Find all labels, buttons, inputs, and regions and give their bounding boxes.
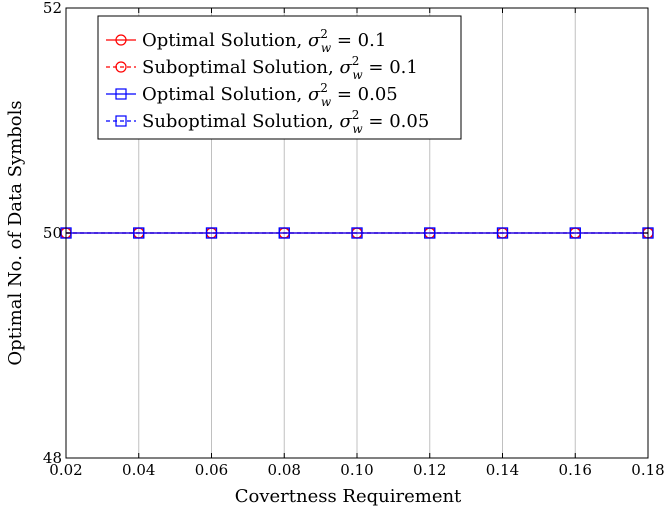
data-point: [569, 227, 581, 239]
data-point: [278, 227, 290, 239]
tick-layer: 0.02 0.04 0.06 0.08 0.10 0.12 0.14 0.16 0.18 48 50…: [43, 0, 665, 479]
legend-marker: [115, 88, 127, 100]
x-tick-label: 0.10: [340, 461, 373, 479]
data-point: [351, 227, 363, 239]
y-axis-label: Optimal No. of Data Symbols: [5, 100, 26, 365]
x-tick-label: 0.18: [631, 461, 664, 479]
legend-label: Suboptimal Solution, σ2 w = 0.1: [142, 54, 418, 82]
x-tick-label: 0.02: [49, 461, 82, 479]
legend-entry: Suboptimal Solution, σ2 w = 0.05: [106, 108, 429, 136]
x-tick-label: 0.08: [268, 461, 301, 479]
x-axis-label: Covertness Requirement: [235, 486, 462, 507]
legend-label: Optimal Solution, σ2 w = 0.1: [142, 27, 386, 55]
legend-entry: Optimal Solution, σ2 w = 0.1: [106, 27, 386, 55]
legend-marker: [115, 61, 127, 73]
legend-label: Optimal Solution, σ2 w = 0.05: [142, 81, 398, 109]
legend-entry: Optimal Solution, σ2 w = 0.05: [106, 81, 398, 109]
x-tick-label: 0.16: [559, 461, 592, 479]
y-tick-label: 50: [43, 224, 62, 242]
data-point: [205, 227, 218, 239]
legend-marker: [115, 115, 127, 127]
x-tick-label: 0.06: [195, 461, 228, 479]
y-tick-label: 48: [43, 449, 62, 467]
legend-box: [97, 15, 462, 140]
x-tick-label: 0.14: [486, 461, 519, 479]
x-tick-label: 0.12: [413, 461, 446, 479]
x-tick-label: 0.04: [122, 461, 155, 479]
legend-entry: Suboptimal Solution, σ2 w = 0.1: [106, 54, 418, 82]
legend-marker: [115, 34, 127, 46]
data-point: [496, 227, 509, 239]
data-point: [133, 227, 145, 239]
data-point: [424, 227, 436, 239]
y-tick-label: 52: [43, 0, 62, 17]
legend-label: Suboptimal Solution, σ2 w = 0.05: [142, 108, 429, 136]
